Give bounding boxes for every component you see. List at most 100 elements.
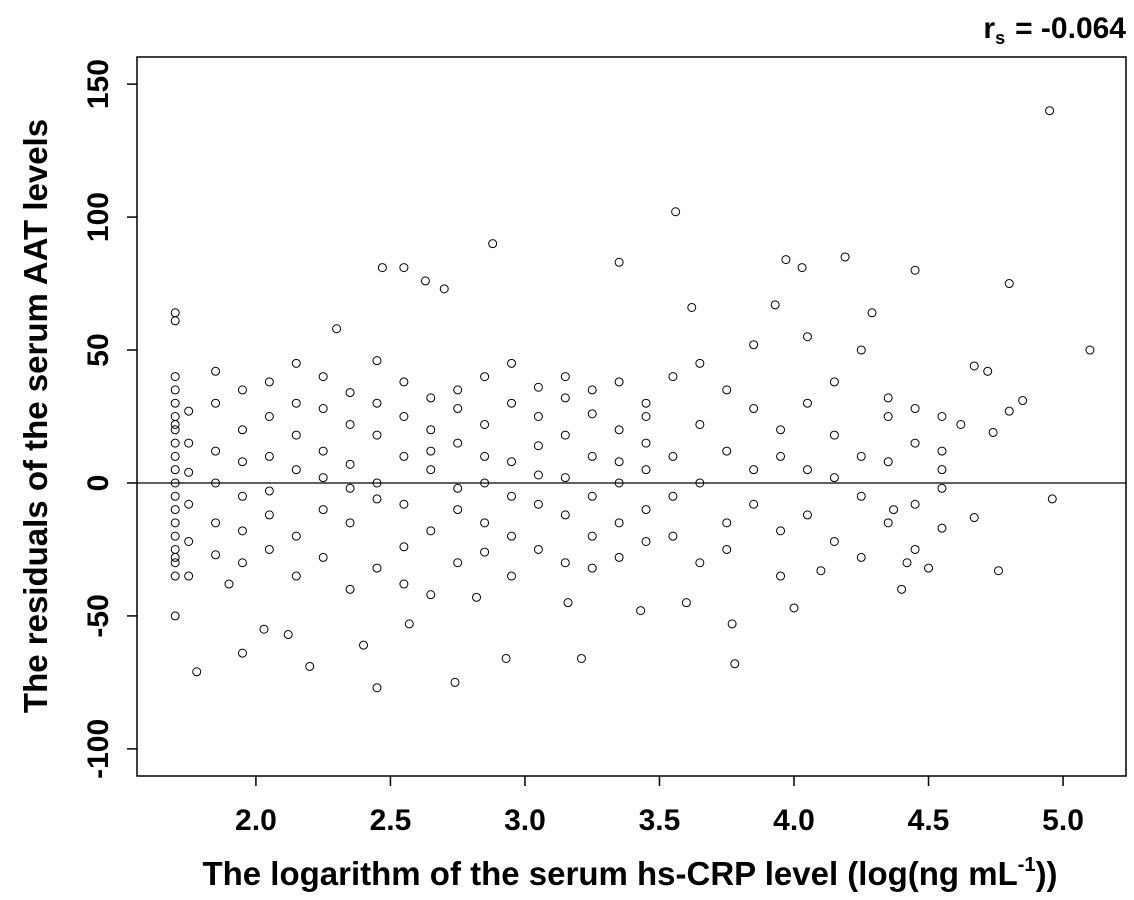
point	[722, 385, 732, 395]
point	[170, 544, 180, 554]
point	[372, 683, 382, 693]
point	[170, 465, 180, 475]
point	[587, 491, 597, 501]
point	[1045, 106, 1055, 116]
point	[897, 584, 907, 594]
annotation-value: = -0.064	[1015, 12, 1126, 45]
point	[237, 425, 247, 435]
point	[614, 257, 624, 267]
point	[641, 398, 651, 408]
x-label-sup: -1	[1018, 854, 1036, 876]
point	[291, 531, 301, 541]
point	[318, 404, 328, 414]
point	[264, 510, 274, 520]
point	[170, 558, 180, 568]
point	[816, 566, 826, 576]
point	[170, 491, 180, 501]
point	[318, 552, 328, 562]
point	[507, 491, 517, 501]
point	[480, 419, 490, 429]
point	[722, 446, 732, 456]
point	[1085, 345, 1095, 355]
point	[695, 419, 705, 429]
x-label-main: The logarithm of the serum hs-CRP level …	[202, 855, 1017, 892]
y-tick-label: 100	[82, 192, 115, 242]
point	[507, 358, 517, 368]
point	[695, 558, 705, 568]
point	[453, 505, 463, 515]
point	[668, 531, 678, 541]
point	[332, 324, 342, 334]
point	[453, 483, 463, 493]
point	[910, 404, 920, 414]
point	[507, 398, 517, 408]
point	[264, 412, 274, 421]
point	[507, 531, 517, 541]
point	[533, 382, 543, 392]
point	[641, 465, 651, 475]
point	[291, 430, 301, 440]
point	[345, 518, 355, 528]
point	[170, 308, 180, 318]
point	[192, 667, 202, 677]
y-tick-label: 50	[82, 333, 115, 366]
point	[399, 263, 409, 273]
point	[305, 661, 315, 671]
point	[802, 510, 812, 520]
point	[668, 372, 678, 382]
point	[264, 451, 274, 461]
point	[211, 398, 221, 408]
point	[883, 393, 893, 403]
y-axis-label: The residuals of the serum AAT levels	[17, 119, 54, 713]
point	[695, 358, 705, 368]
point	[211, 366, 221, 376]
point	[345, 388, 355, 398]
point	[614, 377, 624, 387]
point	[641, 536, 651, 546]
point	[587, 531, 597, 541]
point	[237, 491, 247, 501]
point	[237, 558, 247, 568]
point	[372, 494, 382, 504]
point	[533, 441, 543, 451]
point	[170, 438, 180, 448]
point	[641, 505, 651, 515]
point	[345, 459, 355, 469]
point	[776, 425, 786, 435]
point	[560, 393, 570, 403]
point	[889, 505, 899, 515]
point	[722, 544, 732, 554]
point	[1047, 494, 1057, 504]
point	[480, 518, 490, 528]
point	[829, 377, 839, 387]
point	[749, 340, 759, 350]
point	[237, 457, 247, 467]
point	[170, 505, 180, 515]
plot-frame	[136, 56, 1127, 777]
point	[671, 207, 681, 217]
point	[730, 659, 740, 669]
point	[937, 483, 947, 493]
point	[345, 419, 355, 429]
point	[426, 526, 436, 536]
point	[910, 438, 920, 448]
point	[969, 513, 979, 523]
point	[560, 473, 570, 483]
point	[184, 536, 194, 546]
point	[883, 457, 893, 467]
point	[170, 385, 180, 395]
point	[983, 366, 993, 376]
point	[399, 412, 409, 421]
y-tick-label: -100	[82, 719, 115, 779]
point	[937, 446, 947, 456]
point	[237, 648, 247, 658]
point	[802, 398, 812, 408]
point	[668, 491, 678, 501]
point	[614, 425, 624, 435]
point	[450, 677, 460, 687]
point	[480, 547, 490, 557]
point	[668, 451, 678, 461]
point	[170, 316, 180, 326]
point	[377, 263, 387, 273]
point	[533, 412, 543, 421]
